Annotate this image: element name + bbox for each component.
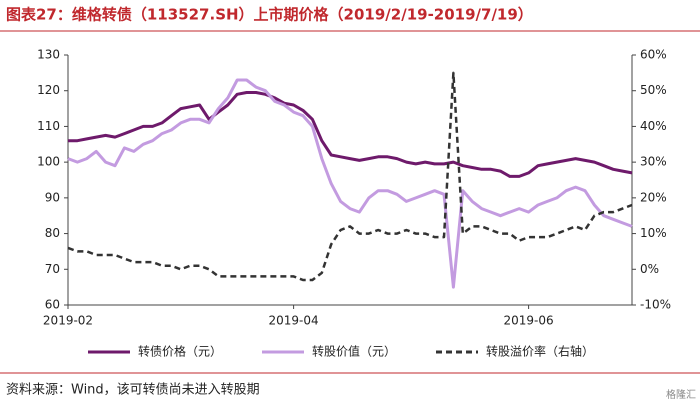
y-tick-label: 110 [37, 119, 60, 133]
y-tick-label: 120 [37, 83, 60, 97]
y2-tick-label: 40% [640, 119, 667, 133]
y-tick-label: 60 [45, 298, 60, 312]
y2-tick-label: -10% [640, 298, 671, 312]
series-line [67, 78, 633, 289]
chart-title: 图表27：维格转债（113527.SH）上市期价格（2019/2/19-2019… [6, 6, 533, 24]
y2-tick-label: 60% [640, 48, 667, 62]
y2-tick-label: 30% [640, 155, 667, 169]
y2-tick-label: 50% [640, 83, 667, 97]
y2-tick-label: 20% [640, 190, 667, 204]
x-tick-label: 2019-02 [43, 314, 93, 328]
legend-label: 转债价格（元） [138, 344, 222, 359]
x-tick-label: 2019-06 [504, 314, 554, 328]
x-tick-label: 2019-04 [269, 314, 319, 328]
legend-label: 转股溢价率（右轴） [486, 344, 594, 359]
y-tick-label: 80 [45, 226, 60, 240]
series-line [68, 91, 633, 178]
source-note: 资料来源：Wind，该可转债尚未进入转股期 [6, 383, 260, 398]
series-line [67, 71, 633, 282]
watermark: 格隆汇 [666, 388, 696, 401]
y-tick-label: 100 [37, 155, 60, 169]
y-tick-label: 90 [45, 190, 60, 204]
y-tick-label: 130 [37, 48, 60, 62]
y-tick-label: 70 [45, 262, 60, 276]
legend-label: 转股价值（元） [312, 344, 396, 359]
y2-tick-label: 0% [640, 262, 659, 276]
y2-tick-label: 10% [640, 226, 667, 240]
